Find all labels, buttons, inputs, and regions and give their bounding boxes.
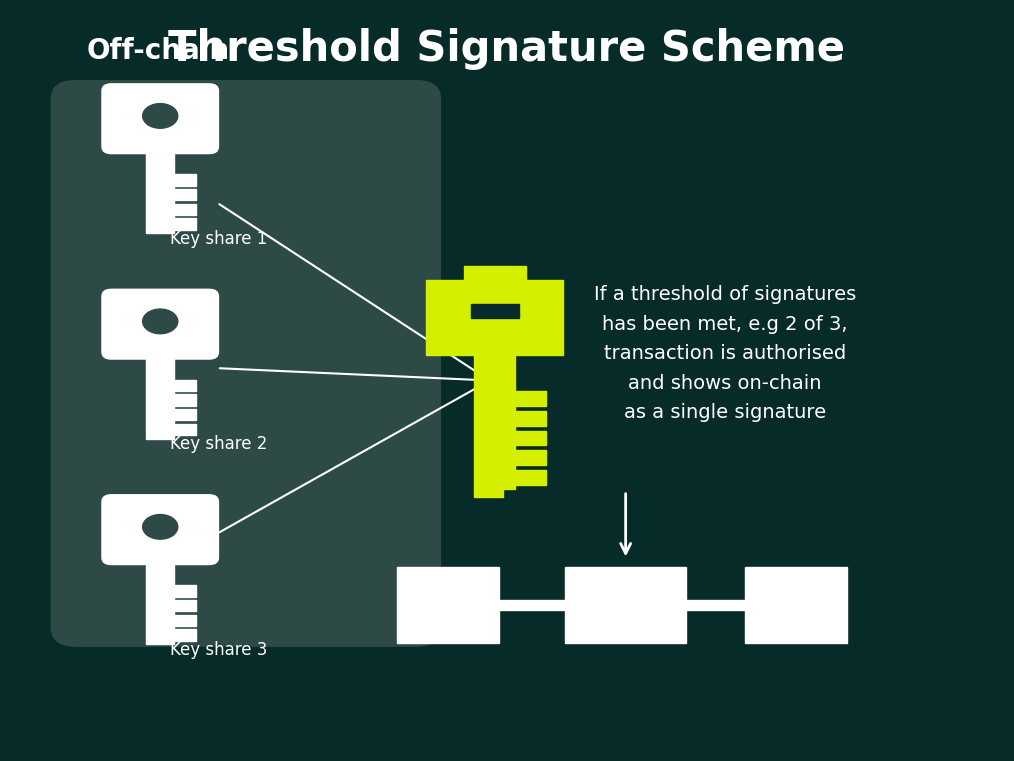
Bar — [146, 147, 174, 233]
Bar — [174, 174, 196, 186]
Bar — [174, 394, 196, 406]
Text: Threshold Signature Scheme: Threshold Signature Scheme — [168, 28, 846, 71]
Bar — [475, 489, 503, 497]
Bar — [146, 558, 174, 644]
FancyBboxPatch shape — [101, 288, 219, 360]
Ellipse shape — [143, 309, 177, 333]
Bar — [174, 424, 196, 435]
Bar — [499, 600, 565, 610]
Bar — [146, 352, 174, 438]
Bar — [515, 470, 546, 485]
Bar — [565, 567, 686, 643]
Text: Key share 1: Key share 1 — [170, 230, 268, 247]
Bar — [515, 391, 546, 406]
Bar — [426, 279, 564, 355]
Bar — [174, 585, 196, 597]
FancyBboxPatch shape — [101, 83, 219, 154]
Bar — [174, 409, 196, 420]
Bar — [174, 615, 196, 626]
FancyBboxPatch shape — [101, 494, 219, 565]
Text: Key share 2: Key share 2 — [170, 435, 268, 453]
Bar — [174, 600, 196, 611]
Bar — [515, 411, 546, 425]
Ellipse shape — [143, 514, 177, 539]
Bar — [470, 304, 519, 318]
Bar — [464, 266, 525, 279]
Bar — [475, 355, 515, 489]
Text: Off-chain: Off-chain — [86, 37, 229, 65]
Bar — [686, 600, 745, 610]
FancyBboxPatch shape — [51, 80, 441, 647]
Bar — [174, 189, 196, 200]
Bar — [745, 567, 847, 643]
Text: If a threshold of signatures
has been met, e.g 2 of 3,
transaction is authorised: If a threshold of signatures has been me… — [594, 285, 856, 422]
Text: Key share 3: Key share 3 — [170, 641, 268, 658]
Bar — [174, 380, 196, 391]
Bar — [515, 431, 546, 445]
Bar — [174, 204, 196, 215]
Bar — [174, 629, 196, 641]
Bar — [515, 451, 546, 465]
Ellipse shape — [143, 103, 177, 128]
Bar — [397, 567, 499, 643]
Bar — [174, 218, 196, 230]
